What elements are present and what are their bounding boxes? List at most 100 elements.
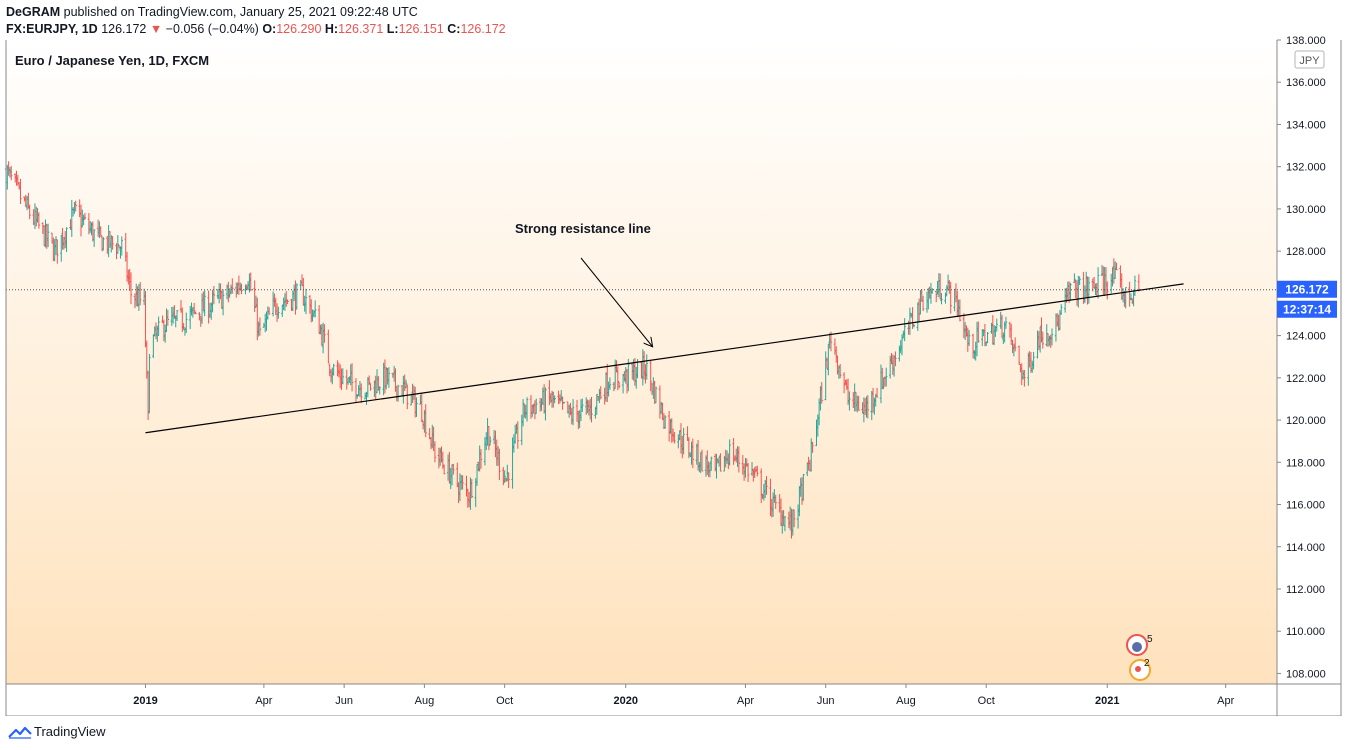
ohlc-bar — [56, 239, 59, 264]
publish-info: DeGRAM published on TradingView.com, Jan… — [6, 5, 418, 19]
ohlc-bar — [503, 470, 506, 483]
chart-header: DeGRAM published on TradingView.com, Jan… — [0, 0, 1348, 40]
ohlc-bar — [102, 237, 105, 251]
ohlc-bar — [616, 366, 620, 391]
time-axis-ticks: 2019 Apr Jun Aug Oct 2020 Apr Jun Aug Oct 2021 Apr — [133, 684, 1235, 707]
ohlc-bars — [4, 161, 1141, 539]
x-tick-label: Aug — [415, 695, 435, 707]
ohlc-bar — [921, 295, 925, 312]
event-count-2: 2 — [1144, 658, 1150, 669]
y-tick-label: 124.000 — [1286, 331, 1326, 343]
countdown-label: 12:37:14 — [1283, 303, 1331, 317]
annotation-arrow[interactable] — [580, 257, 652, 346]
ohlc-bar — [783, 516, 787, 532]
ohlc-bar — [649, 360, 652, 392]
x-tick-label: 2019 — [133, 695, 157, 707]
ohlc-bar — [1096, 267, 1100, 299]
ohlc-bar — [958, 299, 962, 322]
ohlc-bar — [885, 367, 888, 387]
ohlc-bar — [442, 464, 446, 475]
ohlc-bar — [507, 472, 510, 489]
y-tick-label: 118.000 — [1286, 457, 1325, 469]
ohlc-bar — [1023, 369, 1026, 387]
tradingview-logo-icon[interactable] — [8, 725, 32, 739]
ohlc-bar — [452, 463, 455, 475]
symbol-info: FX:EURJPY, 1D 126.172 ▼ −0.056 (−0.04%) … — [6, 22, 506, 36]
ohlc-bar — [525, 397, 529, 422]
y-tick-label: 112.000 — [1286, 584, 1325, 596]
ohlc-bar — [100, 236, 104, 252]
x-tick-label: Jun — [335, 695, 353, 707]
ohlc-bar — [1004, 316, 1008, 329]
ohlc-bar — [977, 321, 980, 343]
ohlc-bar — [848, 391, 851, 411]
current-price-label: 126.172 — [1285, 283, 1329, 297]
dividend-event-badge[interactable]: 2 — [1129, 658, 1151, 681]
ohlc-bar — [710, 456, 713, 471]
y-tick-label: 116.000 — [1286, 500, 1325, 512]
high-label: H: — [324, 22, 339, 36]
time-axis[interactable] — [0, 684, 1277, 716]
ohlc-bar — [1078, 276, 1081, 286]
ohlc-bar — [221, 289, 225, 316]
ohlc-bar — [737, 446, 741, 473]
ohlc-bar — [1115, 262, 1118, 271]
ohlc-bar — [967, 330, 971, 347]
ohlc-bar — [581, 398, 584, 413]
ohlc-bar — [645, 354, 648, 380]
ohlc-bar — [940, 293, 943, 305]
ohlc-bar — [986, 332, 989, 344]
ohlc-bar — [433, 441, 437, 463]
y-tick-label: 136.000 — [1286, 77, 1326, 89]
ohlc-bar — [249, 272, 252, 291]
ohlc-bar — [498, 448, 501, 481]
ohlc-bar — [595, 393, 598, 415]
y-tick-label: 132.000 — [1286, 162, 1326, 174]
price-axis-ticks: 108.000 110.000 112.000 114.000 116.000 118.0… — [1277, 35, 1326, 680]
ohlc-bar — [323, 324, 326, 343]
ohlc-bar — [424, 404, 427, 438]
annotation-label[interactable]: Strong resistance line — [515, 221, 651, 236]
x-tick-label: 2021 — [1095, 695, 1119, 707]
ohlc-bar — [194, 311, 197, 315]
ohlc-bar — [65, 227, 68, 252]
ohlc-bar — [677, 434, 680, 449]
ohlc-bar — [900, 334, 904, 356]
ohlc-bar — [387, 367, 391, 388]
y-tick-label: 122.000 — [1286, 373, 1326, 385]
ohlc-bar — [92, 229, 96, 247]
ohlc-bar — [332, 363, 335, 376]
x-tick-label: 2020 — [613, 695, 637, 707]
x-tick-label: Apr — [1217, 695, 1234, 707]
price-axis[interactable] — [1277, 40, 1341, 716]
y-tick-label: 120.000 — [1286, 415, 1326, 427]
ohlc-bar — [341, 368, 345, 385]
ohlc-bar — [682, 427, 685, 455]
x-tick-label: Aug — [896, 695, 916, 707]
low-label: L: — [386, 22, 399, 36]
resistance-trendline[interactable] — [145, 283, 1184, 434]
x-tick-label: Apr — [255, 695, 272, 707]
ohlc-bar — [1133, 275, 1137, 296]
price-chart[interactable]: Strong resistance line Euro / Japanese Y… — [0, 0, 1348, 716]
ohlc-bar — [746, 463, 750, 482]
ohlc-bar — [857, 395, 860, 411]
tradingview-brand[interactable]: TradingView — [34, 724, 106, 739]
ohlc-bar — [516, 421, 520, 449]
publisher-name[interactable]: DeGRAM — [6, 5, 61, 19]
ohlc-bar — [691, 438, 695, 468]
ohlc-bar — [203, 290, 206, 317]
ohlc-bar — [157, 316, 160, 336]
ohlc-bar — [327, 329, 330, 364]
ohlc-bar — [1050, 328, 1054, 346]
ohlc-bar — [521, 399, 525, 427]
ohlc-bar — [470, 479, 473, 499]
currency-badge[interactable]: JPY — [1294, 50, 1325, 69]
ohlc-bar — [111, 236, 114, 250]
y-tick-label: 130.000 — [1286, 204, 1326, 216]
ohlc-bar — [1013, 337, 1017, 352]
ohlc-bar — [820, 382, 823, 404]
ohlc-bar — [360, 383, 363, 404]
economic-event-badge[interactable]: 5 — [1126, 634, 1153, 656]
last-price: 126.172 — [101, 22, 147, 36]
